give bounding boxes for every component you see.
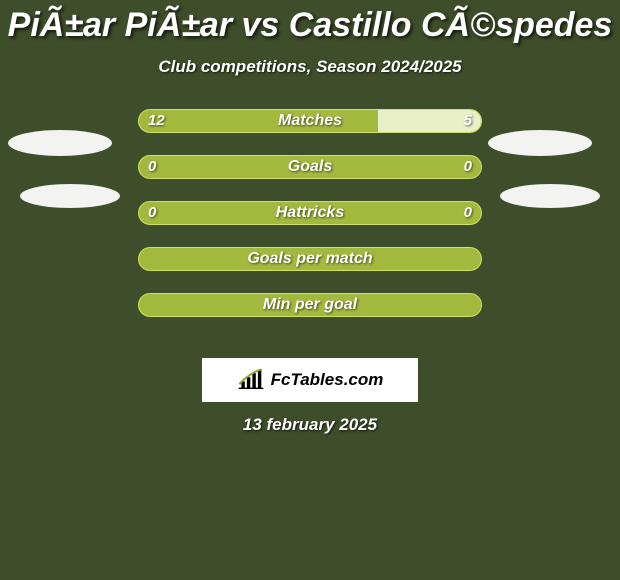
season-subtitle: Club competitions, Season 2024/2025 [0, 57, 620, 77]
metric-row: Matches125 [0, 109, 620, 135]
metric-value-right: 0 [464, 201, 472, 225]
metric-row: Goals per match [0, 247, 620, 273]
bar-track [138, 109, 482, 133]
infographic-root: PiÃ±ar PiÃ±ar vs Castillo CÃ©spedes Club… [0, 6, 620, 580]
branding-box: FcTables.com [202, 358, 418, 402]
metric-value-right: 5 [464, 109, 472, 133]
main-title: PiÃ±ar PiÃ±ar vs Castillo CÃ©spedes [0, 6, 620, 45]
metric-row: Goals00 [0, 155, 620, 181]
metric-value-right: 0 [464, 155, 472, 179]
bar-chart-icon [237, 369, 265, 391]
footer-date: 13 february 2025 [0, 415, 620, 435]
metric-value-left: 12 [148, 109, 165, 133]
bar-track [138, 155, 482, 179]
metric-row: Min per goal [0, 293, 620, 319]
branding-text: FcTables.com [271, 370, 384, 390]
metric-value-left: 0 [148, 155, 156, 179]
metric-value-left: 0 [148, 201, 156, 225]
bar-track [138, 293, 482, 317]
bar-track [138, 201, 482, 225]
metric-row: Hattricks00 [0, 201, 620, 227]
bar-track [138, 247, 482, 271]
